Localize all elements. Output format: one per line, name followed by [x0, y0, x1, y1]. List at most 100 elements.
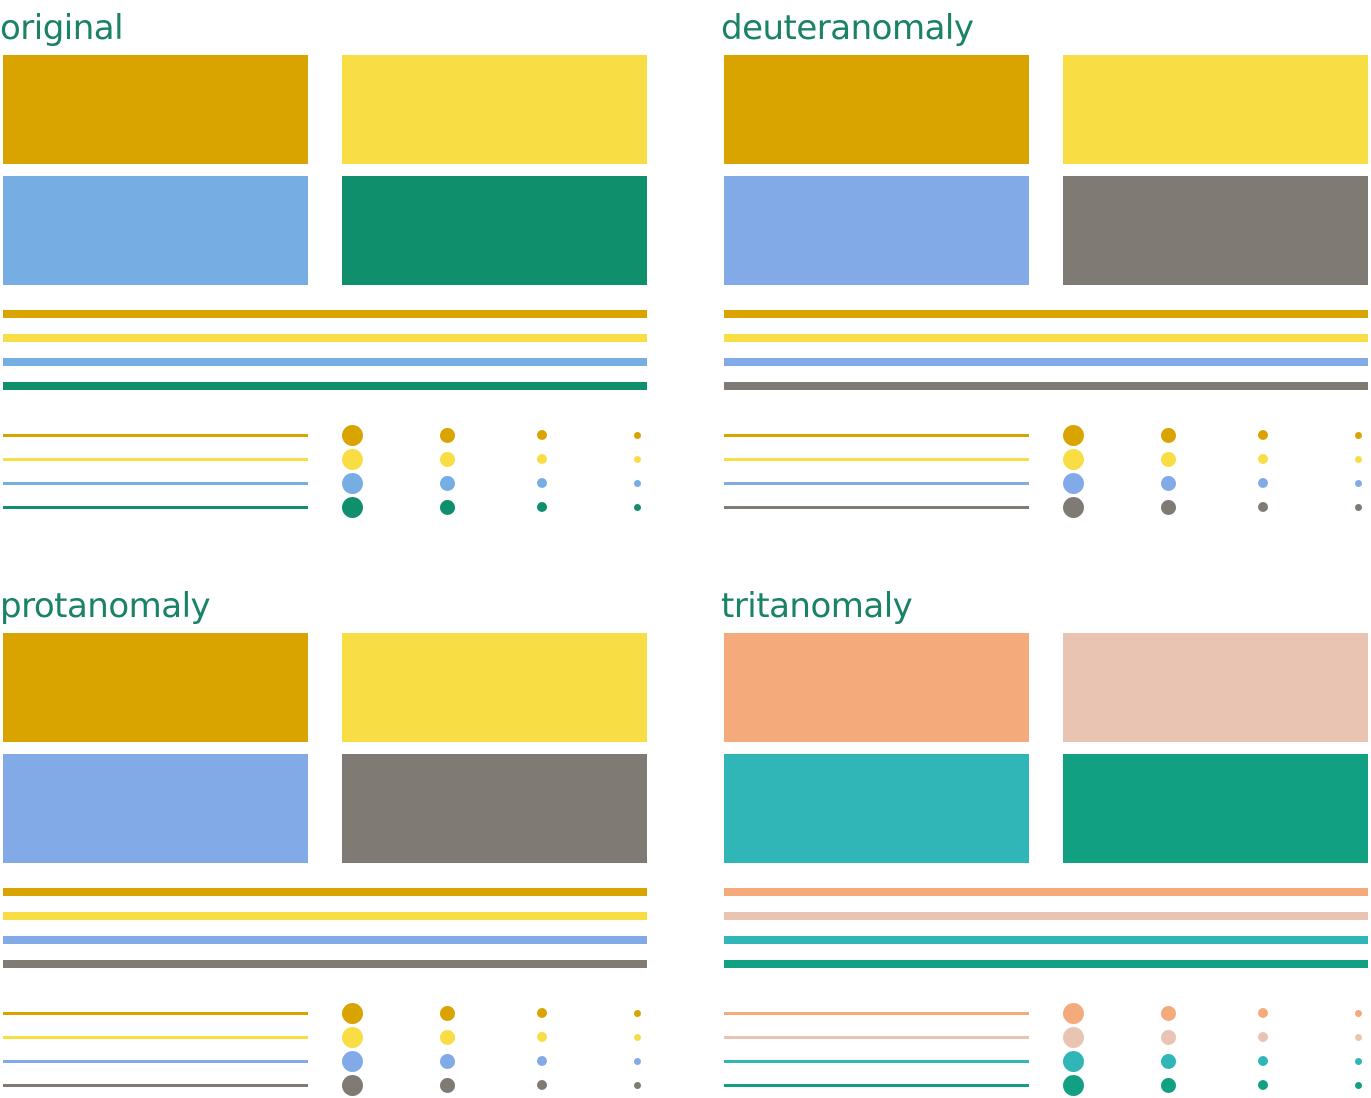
- thick-bar: [3, 358, 647, 366]
- color-dot: [1160, 475, 1176, 491]
- color-dot: [439, 1053, 455, 1069]
- color-dot: [1258, 478, 1268, 488]
- thick-bar: [3, 936, 647, 944]
- color-swatch: [1063, 754, 1368, 863]
- color-dot: [1160, 1077, 1176, 1093]
- thick-bar: [724, 310, 1368, 318]
- color-swatch: [1063, 55, 1368, 164]
- color-dot: [1354, 503, 1362, 511]
- color-dot: [537, 430, 547, 440]
- color-dot: [341, 1002, 363, 1024]
- panel-title: original: [0, 8, 124, 48]
- color-dot: [537, 1008, 547, 1018]
- color-dot: [1062, 1026, 1084, 1048]
- color-dot: [633, 1081, 641, 1089]
- panel-tritanomaly: tritanomaly: [721, 578, 1368, 1098]
- color-dot: [1062, 1074, 1084, 1096]
- thick-bar: [3, 382, 647, 390]
- thick-bar: [3, 912, 647, 920]
- color-dot: [1258, 454, 1268, 464]
- thin-line: [3, 434, 308, 437]
- thin-line: [3, 458, 308, 461]
- color-swatch: [724, 55, 1029, 164]
- color-dot: [633, 431, 641, 439]
- thick-bar: [3, 310, 647, 318]
- color-swatch: [724, 754, 1029, 863]
- color-dot: [1160, 1053, 1176, 1069]
- color-dot: [537, 1056, 547, 1066]
- panel-original: original: [0, 0, 647, 520]
- thin-line: [3, 1036, 308, 1039]
- color-swatch: [342, 633, 647, 742]
- color-dot: [633, 1033, 641, 1041]
- panel-protanomaly: protanomaly: [0, 578, 647, 1098]
- panel-title: deuteranomaly: [721, 8, 974, 48]
- color-dot: [1160, 427, 1176, 443]
- color-dot: [633, 503, 641, 511]
- thick-bar: [724, 912, 1368, 920]
- color-dot: [1258, 1056, 1268, 1066]
- color-swatch: [1063, 176, 1368, 285]
- thin-line: [724, 1012, 1029, 1015]
- color-dot: [1258, 1032, 1268, 1042]
- thick-bar: [3, 888, 647, 896]
- thin-line: [3, 1084, 308, 1087]
- color-swatch: [3, 754, 308, 863]
- panel-title: tritanomaly: [721, 586, 913, 626]
- thick-bar: [3, 334, 647, 342]
- color-dot: [1354, 479, 1362, 487]
- color-dot: [439, 1005, 455, 1021]
- color-dot: [1062, 1002, 1084, 1024]
- color-dot: [1160, 451, 1176, 467]
- color-dot: [341, 1050, 363, 1072]
- color-dot: [1354, 1081, 1362, 1089]
- color-dot: [1160, 1029, 1176, 1045]
- color-dot: [341, 1026, 363, 1048]
- color-swatch: [3, 176, 308, 285]
- color-swatch: [342, 176, 647, 285]
- color-dot: [439, 499, 455, 515]
- color-dot: [1354, 455, 1362, 463]
- color-dot: [633, 455, 641, 463]
- color-dot: [341, 496, 363, 518]
- thick-bar: [724, 888, 1368, 896]
- thin-line: [3, 1060, 308, 1063]
- color-dot: [1160, 1005, 1176, 1021]
- color-dot: [1062, 424, 1084, 446]
- thin-line: [724, 458, 1029, 461]
- color-swatch: [3, 633, 308, 742]
- color-dot: [537, 1080, 547, 1090]
- color-dot: [1160, 499, 1176, 515]
- color-dot: [439, 1029, 455, 1045]
- color-dot: [341, 424, 363, 446]
- color-swatch: [342, 55, 647, 164]
- panel-deuteranomaly: deuteranomaly: [721, 0, 1368, 520]
- color-dot: [1258, 1080, 1268, 1090]
- color-dot: [537, 502, 547, 512]
- color-dot: [439, 427, 455, 443]
- color-dot: [1258, 430, 1268, 440]
- color-dot: [439, 475, 455, 491]
- color-dot: [1062, 1050, 1084, 1072]
- color-dot: [1062, 472, 1084, 494]
- thick-bar: [724, 960, 1368, 968]
- color-dot: [1354, 1033, 1362, 1041]
- color-swatch: [724, 633, 1029, 742]
- color-dot: [1354, 431, 1362, 439]
- thin-line: [724, 1036, 1029, 1039]
- color-dot: [1354, 1009, 1362, 1017]
- panel-title: protanomaly: [0, 586, 211, 626]
- thin-line: [724, 1084, 1029, 1087]
- thin-line: [724, 506, 1029, 509]
- color-swatch: [1063, 633, 1368, 742]
- thick-bar: [724, 936, 1368, 944]
- color-dot: [341, 448, 363, 470]
- color-dot: [633, 1057, 641, 1065]
- thick-bar: [3, 960, 647, 968]
- thick-bar: [724, 382, 1368, 390]
- color-swatch: [3, 55, 308, 164]
- thin-line: [724, 1060, 1029, 1063]
- thin-line: [724, 434, 1029, 437]
- color-dot: [1062, 448, 1084, 470]
- thick-bar: [724, 334, 1368, 342]
